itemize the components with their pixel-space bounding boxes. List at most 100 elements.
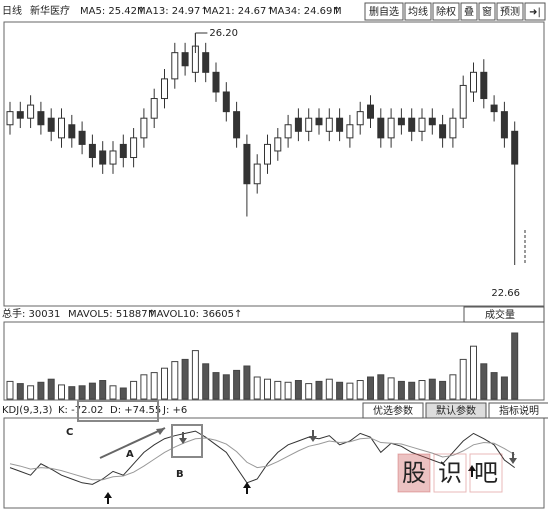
candle-body bbox=[68, 124, 76, 139]
candle-body bbox=[99, 150, 107, 165]
candle-body bbox=[336, 117, 344, 132]
volume-bar bbox=[346, 382, 354, 400]
kdj-header: K: -72.02 bbox=[58, 405, 103, 416]
volume-bar bbox=[99, 380, 107, 400]
candle-body bbox=[387, 117, 395, 139]
candle-body bbox=[171, 52, 179, 80]
volume-bar bbox=[109, 385, 117, 400]
volume-bar bbox=[27, 385, 35, 400]
watermark: 股 bbox=[402, 459, 426, 487]
candle-body bbox=[305, 117, 313, 132]
toolbar-button[interactable] bbox=[524, 2, 546, 21]
watermark: 吧 bbox=[474, 459, 498, 487]
volume-bar bbox=[233, 369, 241, 400]
indicator-tab[interactable] bbox=[488, 402, 548, 419]
volume-bar bbox=[459, 358, 467, 400]
volume-bar bbox=[150, 372, 158, 400]
volume-bar bbox=[428, 378, 436, 400]
period: 日线 bbox=[2, 4, 22, 17]
candle-body bbox=[264, 143, 271, 165]
volume-panel bbox=[3, 321, 545, 401]
volume-bar bbox=[68, 386, 76, 400]
volume-bar bbox=[264, 378, 271, 400]
low-label: 22.66 bbox=[491, 288, 520, 299]
candle-body bbox=[325, 117, 333, 132]
watermark: 识 bbox=[438, 459, 462, 487]
indicator-tab[interactable] bbox=[425, 402, 487, 419]
volume-bar bbox=[294, 380, 302, 400]
volume-bar bbox=[58, 384, 65, 400]
sell-arrow bbox=[509, 452, 517, 464]
toolbar-button[interactable] bbox=[478, 2, 496, 21]
volume-bar bbox=[284, 381, 292, 400]
candle-body bbox=[500, 111, 508, 139]
volume-bar bbox=[377, 374, 385, 400]
candle-body bbox=[130, 137, 138, 159]
candle-body bbox=[377, 117, 385, 139]
toolbar-button[interactable] bbox=[496, 2, 524, 21]
button-label: 删自选 bbox=[369, 5, 399, 18]
candle-body bbox=[202, 52, 210, 73]
buy-arrow bbox=[243, 482, 251, 494]
ma-label: MA34: 24.69↑ bbox=[269, 6, 341, 17]
volume-bar bbox=[161, 367, 168, 400]
annotation-box bbox=[171, 424, 203, 458]
volume-bar bbox=[171, 361, 179, 400]
candle-body bbox=[284, 124, 292, 139]
volume-bar bbox=[387, 377, 395, 400]
volume-bar bbox=[367, 376, 374, 400]
volume-bar bbox=[16, 383, 24, 400]
tab-label: 优选参数 bbox=[373, 404, 413, 417]
watermark-box bbox=[433, 453, 467, 493]
candle-body bbox=[212, 71, 220, 93]
candle-body bbox=[439, 124, 447, 139]
kdj-header: KDJ(9,3,3) bbox=[2, 405, 53, 416]
volume-bar bbox=[397, 380, 405, 400]
volume-bar bbox=[325, 378, 333, 400]
volume-bar bbox=[315, 380, 323, 400]
candle-body bbox=[274, 137, 282, 152]
candle-body bbox=[511, 130, 519, 165]
annotation-arrow bbox=[99, 427, 166, 459]
volume-bar bbox=[6, 380, 14, 400]
volume-selector[interactable] bbox=[463, 306, 545, 323]
volume-bar bbox=[140, 374, 148, 400]
candle-body bbox=[78, 130, 86, 145]
candle-body bbox=[222, 91, 230, 113]
candle-body bbox=[408, 117, 416, 132]
selector-label: 成交量 bbox=[485, 308, 515, 321]
candle-body bbox=[490, 104, 498, 113]
volume-bar bbox=[212, 372, 220, 400]
toolbar-button[interactable] bbox=[460, 2, 478, 21]
button-label: 均线 bbox=[408, 5, 428, 18]
toolbar-button[interactable] bbox=[364, 2, 404, 21]
ma-label: MA21: 24.67↑ bbox=[203, 6, 275, 17]
candle-body bbox=[428, 117, 436, 126]
volume-bar bbox=[47, 378, 55, 400]
kdj-panel bbox=[3, 417, 545, 509]
tab-label: 指标说明 bbox=[499, 404, 539, 417]
arrow-head bbox=[156, 428, 165, 435]
toolbar-button[interactable] bbox=[432, 2, 460, 21]
buy-arrow bbox=[104, 492, 112, 504]
ma-label: MA5: 25.42↑ bbox=[80, 6, 145, 17]
volume-bar bbox=[130, 380, 138, 400]
volume-bar bbox=[408, 381, 416, 400]
ma-label: M bbox=[333, 6, 342, 17]
volume-bar bbox=[274, 380, 282, 400]
kdj-header: J: +6 bbox=[162, 405, 187, 416]
indicator-tab[interactable] bbox=[362, 402, 424, 419]
volume-bar bbox=[356, 380, 364, 400]
candle-body bbox=[253, 163, 261, 185]
candle-body bbox=[346, 124, 354, 139]
toolbar-button[interactable] bbox=[404, 2, 432, 21]
volume-bar bbox=[305, 383, 313, 400]
button-label: 窗 bbox=[482, 5, 492, 18]
candle-body bbox=[161, 78, 168, 100]
candle-body bbox=[418, 117, 426, 132]
volume-bar bbox=[202, 363, 210, 400]
candle-body bbox=[58, 117, 65, 139]
